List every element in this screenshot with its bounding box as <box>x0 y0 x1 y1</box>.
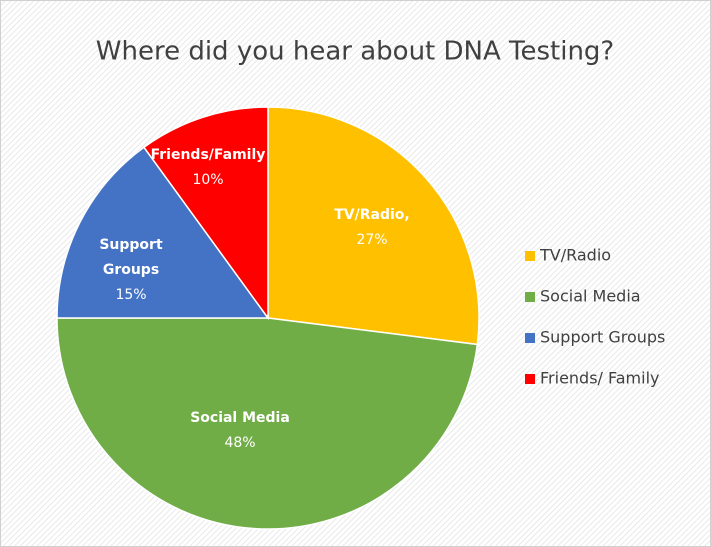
slice-label: Social Media <box>190 410 290 426</box>
slice-value-label: 27% <box>356 232 387 248</box>
pie-slice <box>56 317 479 530</box>
slice-label: Groups <box>103 262 159 278</box>
slice-label: Support <box>99 237 163 253</box>
slice-value-label: 15% <box>115 287 146 303</box>
slice-label: Friends/Family <box>151 147 266 163</box>
legend-text: TV/Radio <box>539 246 611 265</box>
slice-value-label: 10% <box>192 172 223 188</box>
legend-swatch <box>525 374 535 384</box>
legend-text: Support Groups <box>540 328 665 347</box>
legend-swatch <box>525 292 535 302</box>
legend-swatch <box>525 333 535 343</box>
legend-swatch <box>525 251 535 261</box>
legend-text: Social Media <box>540 287 641 306</box>
slice-value-label: 48% <box>224 435 255 451</box>
chart-title: Where did you hear about DNA Testing? <box>96 37 614 67</box>
pie-slice <box>142 106 269 321</box>
pie-slice <box>267 106 480 346</box>
legend-text: Friends/ Family <box>540 369 660 388</box>
slice-label: TV/Radio, <box>334 207 409 223</box>
pie-slice <box>56 146 270 319</box>
